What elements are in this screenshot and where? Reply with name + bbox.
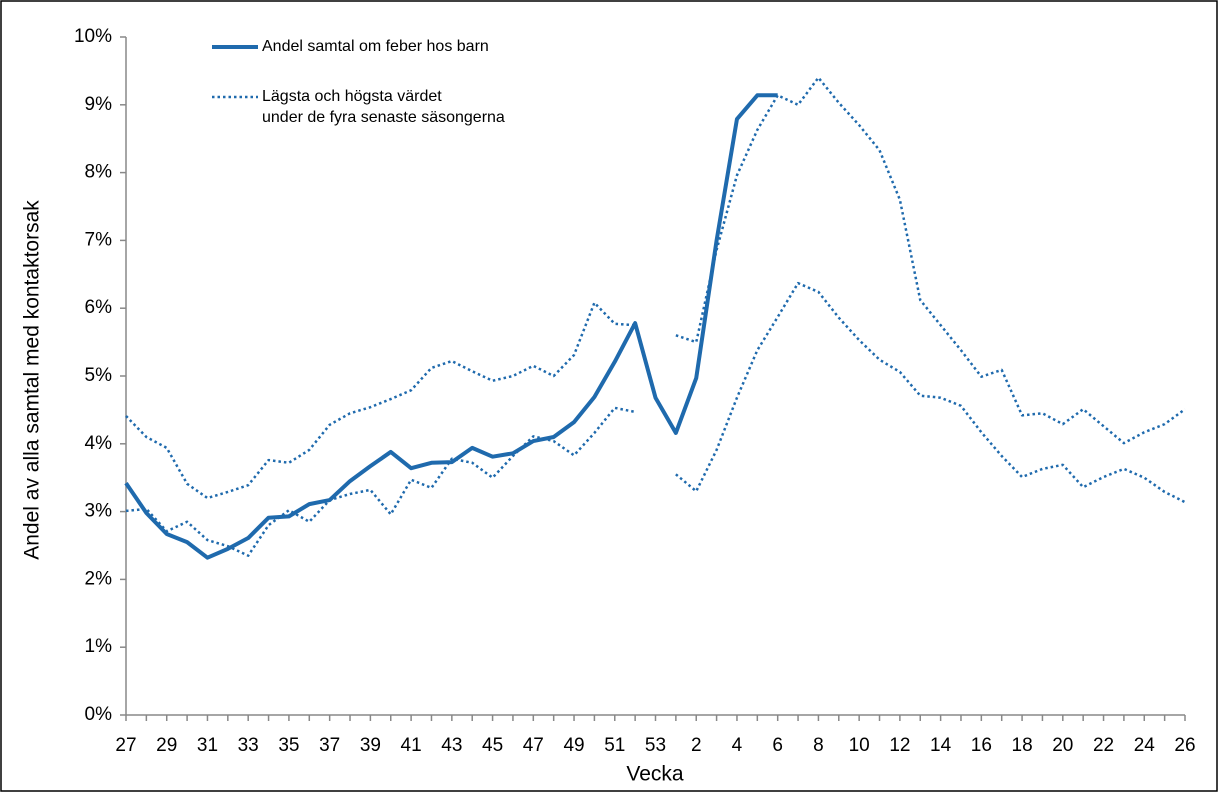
x-tick-label: 24 xyxy=(1134,735,1156,756)
range-line xyxy=(125,76,1186,500)
x-tick-label: 4 xyxy=(732,735,743,756)
x-tick-label: 51 xyxy=(604,735,625,756)
y-tick-label: 3% xyxy=(85,501,113,522)
x-tick-label: 39 xyxy=(360,735,381,756)
x-tick-label: 31 xyxy=(197,735,218,756)
y-tick-label: 9% xyxy=(85,94,113,115)
legend-label: Lägsta och högsta värdet under de fyra s… xyxy=(262,88,505,126)
y-tick-label: 1% xyxy=(85,636,113,657)
x-tick-label: 37 xyxy=(319,735,340,756)
y-axis-title: Andel av alla samtal med kontaktorsak xyxy=(21,200,44,560)
x-tick-label: 26 xyxy=(1174,735,1195,756)
x-tick-label: 43 xyxy=(441,735,462,756)
range-line xyxy=(125,281,1186,557)
x-tick-label: 6 xyxy=(772,735,783,756)
x-tick-label: 20 xyxy=(1052,735,1073,756)
x-tick-label: 41 xyxy=(401,735,422,756)
x-tick-label: 27 xyxy=(115,735,136,756)
x-tick-label: 33 xyxy=(238,735,259,756)
x-tick-label: 12 xyxy=(889,735,910,756)
x-tick-label: 53 xyxy=(645,735,666,756)
y-tick-label: 5% xyxy=(85,365,113,386)
y-tick-label: 8% xyxy=(85,162,113,183)
x-tick-label: 14 xyxy=(930,735,952,756)
x-tick-label: 16 xyxy=(971,735,992,756)
y-tick-label: 4% xyxy=(85,433,113,454)
x-tick-label: 8 xyxy=(813,735,824,756)
y-tick-label: 7% xyxy=(85,229,113,250)
y-tick-label: 6% xyxy=(85,297,113,318)
x-axis-title: Vecka xyxy=(626,763,684,786)
x-tick-label: 10 xyxy=(849,735,870,756)
x-tick-label: 29 xyxy=(156,735,177,756)
x-tick-label: 49 xyxy=(563,735,584,756)
data-line xyxy=(124,93,778,560)
x-tick-label: 45 xyxy=(482,735,503,756)
x-tick-label: 47 xyxy=(523,735,544,756)
x-tick-label: 18 xyxy=(1012,735,1033,756)
y-tick-label: 0% xyxy=(85,704,113,725)
y-tick-label: 10% xyxy=(74,26,112,47)
x-tick-label: 35 xyxy=(278,735,299,756)
x-tick-label: 2 xyxy=(691,735,702,756)
y-tick-label: 2% xyxy=(85,568,113,589)
x-tick-label: 22 xyxy=(1093,735,1114,756)
legend-label: Andel samtal om feber hos barn xyxy=(262,38,489,55)
